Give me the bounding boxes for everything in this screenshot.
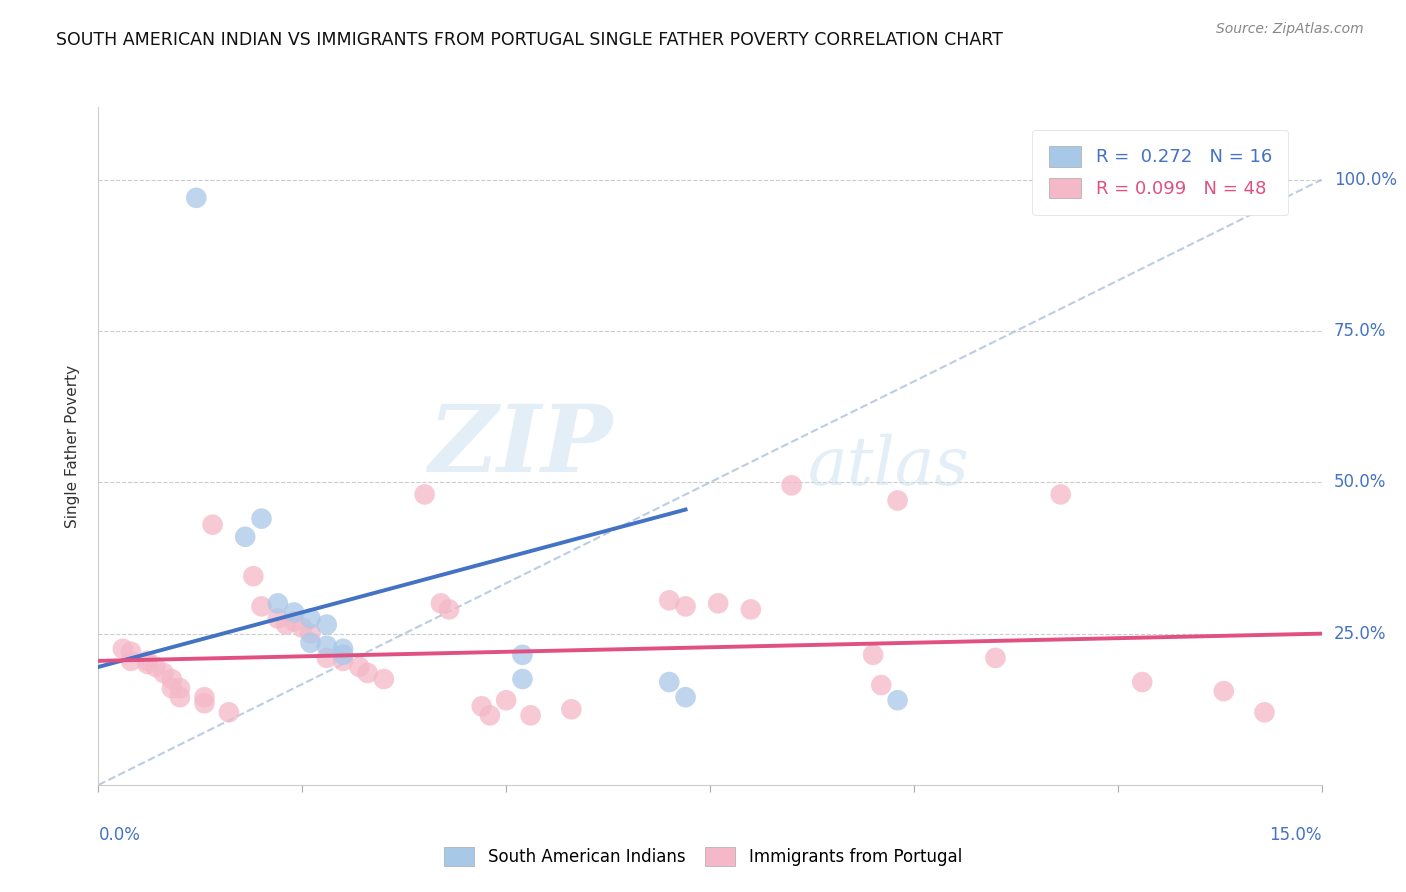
Point	[886, 493, 908, 508]
Point	[145, 660, 167, 674]
Point	[332, 648, 354, 662]
Point	[111, 641, 134, 656]
Point	[291, 621, 314, 635]
Point	[495, 693, 517, 707]
Point	[519, 708, 541, 723]
Point	[299, 611, 322, 625]
Point	[373, 672, 395, 686]
Point	[1212, 684, 1234, 698]
Text: 50.0%: 50.0%	[1334, 474, 1386, 491]
Text: 15.0%: 15.0%	[1270, 826, 1322, 844]
Point	[136, 654, 159, 668]
Point	[886, 693, 908, 707]
Point	[120, 645, 142, 659]
Point	[780, 478, 803, 492]
Point	[250, 599, 273, 614]
Legend: R =  0.272   N = 16, R = 0.099   N = 48: R = 0.272 N = 16, R = 0.099 N = 48	[1032, 129, 1288, 215]
Point	[471, 699, 494, 714]
Point	[1253, 706, 1275, 720]
Point	[160, 681, 183, 695]
Point	[152, 665, 174, 680]
Point	[870, 678, 893, 692]
Point	[1130, 675, 1153, 690]
Point	[675, 599, 697, 614]
Point	[413, 487, 436, 501]
Point	[250, 511, 273, 525]
Point	[201, 517, 224, 532]
Point	[430, 596, 453, 610]
Point	[512, 648, 534, 662]
Point	[315, 639, 337, 653]
Point	[478, 708, 501, 723]
Point	[349, 660, 371, 674]
Point	[437, 602, 460, 616]
Point	[267, 611, 290, 625]
Point	[658, 675, 681, 690]
Point	[193, 696, 215, 710]
Point	[283, 615, 305, 629]
Y-axis label: Single Father Poverty: Single Father Poverty	[65, 365, 80, 527]
Point	[658, 593, 681, 607]
Text: 25.0%: 25.0%	[1334, 624, 1386, 642]
Text: 100.0%: 100.0%	[1334, 170, 1398, 189]
Point	[160, 672, 183, 686]
Point	[560, 702, 582, 716]
Point	[169, 681, 191, 695]
Point	[218, 706, 240, 720]
Point	[1049, 487, 1071, 501]
Point	[186, 191, 208, 205]
Point	[233, 530, 256, 544]
Point	[120, 654, 142, 668]
Point	[136, 657, 159, 671]
Point	[242, 569, 264, 583]
Legend: South American Indians, Immigrants from Portugal: South American Indians, Immigrants from …	[430, 833, 976, 880]
Point	[274, 617, 297, 632]
Point	[740, 602, 762, 616]
Point	[707, 596, 730, 610]
Point	[283, 606, 305, 620]
Point	[315, 651, 337, 665]
Point	[193, 690, 215, 705]
Text: ZIP: ZIP	[427, 401, 612, 491]
Point	[984, 651, 1007, 665]
Point	[315, 617, 337, 632]
Point	[356, 665, 378, 680]
Point	[299, 636, 322, 650]
Point	[299, 626, 322, 640]
Text: 75.0%: 75.0%	[1334, 322, 1386, 340]
Text: SOUTH AMERICAN INDIAN VS IMMIGRANTS FROM PORTUGAL SINGLE FATHER POVERTY CORRELAT: SOUTH AMERICAN INDIAN VS IMMIGRANTS FROM…	[56, 31, 1002, 49]
Text: Source: ZipAtlas.com: Source: ZipAtlas.com	[1216, 22, 1364, 37]
Text: atlas: atlas	[808, 434, 970, 499]
Point	[267, 596, 290, 610]
Point	[332, 654, 354, 668]
Text: 0.0%: 0.0%	[98, 826, 141, 844]
Point	[512, 672, 534, 686]
Point	[862, 648, 884, 662]
Point	[675, 690, 697, 705]
Point	[169, 690, 191, 705]
Point	[332, 641, 354, 656]
